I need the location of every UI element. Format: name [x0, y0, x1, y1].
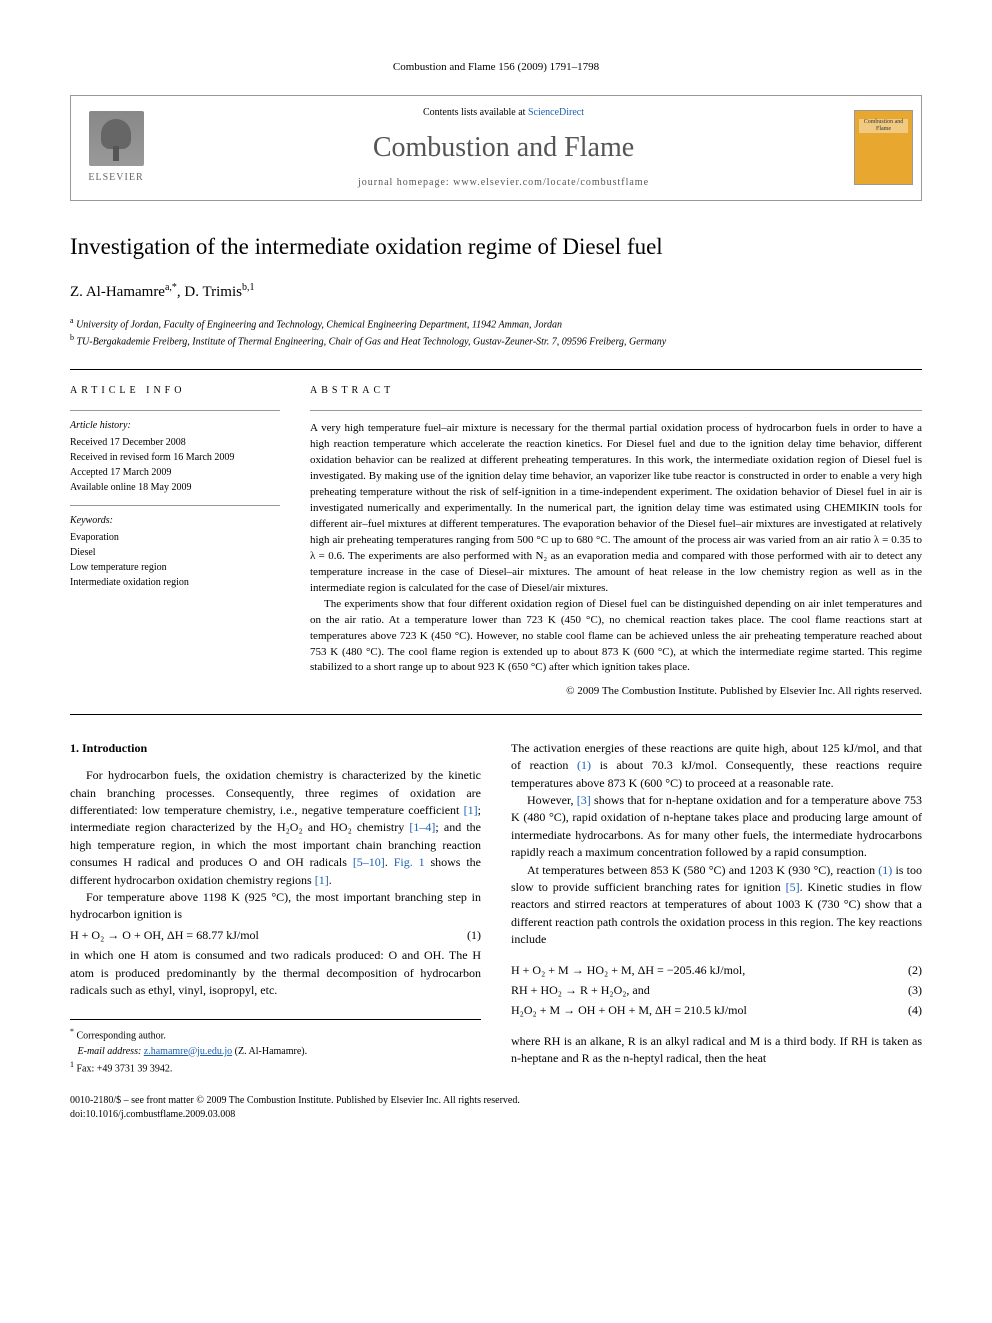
cover-title: Combustion and Flame — [859, 119, 908, 132]
footnote-corr: * Corresponding author. — [70, 1026, 481, 1043]
affil-a-sup: a — [70, 316, 74, 325]
affil-b-text: TU-Bergakademie Freiberg, Institute of T… — [77, 336, 667, 347]
keyword-4: Intermediate oxidation region — [70, 575, 280, 590]
right-column: The activation energies of these reactio… — [511, 740, 922, 1076]
eq3-body: RH + HO₂ → R + H₂O₂, and — [511, 982, 892, 999]
ref-link[interactable]: [1–4] — [409, 820, 435, 834]
left-column: 1. Introduction For hydrocarbon fuels, t… — [70, 740, 481, 1076]
equation-1: H + O₂ → O + OH, ΔH = 68.77 kJ/mol (1) — [70, 927, 481, 944]
divider — [310, 410, 922, 411]
abstract-p1: A very high temperature fuel–air mixture… — [310, 421, 922, 596]
contents-available-line: Contents lists available at ScienceDirec… — [171, 106, 836, 120]
affil-a-text: University of Jordan, Faculty of Enginee… — [76, 319, 562, 330]
ref-link[interactable]: [1] — [464, 803, 478, 817]
history-received: Received 17 December 2008 — [70, 435, 280, 450]
right-p2: However, [3] shows that for n-heptane ox… — [511, 792, 922, 862]
affiliation-b: b TU-Bergakademie Freiberg, Institute of… — [70, 332, 922, 349]
fax-text: Fax: +49 3731 39 3942. — [77, 1063, 173, 1074]
ref-link[interactable]: [5–10] — [353, 855, 385, 869]
keyword-1: Evaporation — [70, 530, 280, 545]
fig-link[interactable]: Fig. 1 — [394, 855, 425, 869]
page-container: Combustion and Flame 156 (2009) 1791–179… — [0, 0, 992, 1162]
footnote-fax: 1 Fax: +49 3731 39 3942. — [70, 1059, 481, 1076]
eq1-num: (1) — [451, 927, 481, 944]
right-p1: The activation energies of these reactio… — [511, 740, 922, 792]
journal-cover-block: Combustion and Flame — [846, 96, 921, 199]
eq2-body: H + O₂ + M → HO₂ + M, ΔH = −205.46 kJ/mo… — [511, 962, 892, 979]
author-2-sup: b,1 — [242, 282, 255, 293]
footnote-email: E-mail address: z.hamamre@ju.edu.jo (Z. … — [70, 1044, 481, 1059]
affiliation-a: a University of Jordan, Faculty of Engin… — [70, 315, 922, 332]
email-label: E-mail address: — [78, 1046, 144, 1057]
divider — [70, 410, 280, 411]
ref-link[interactable]: [5] — [786, 880, 800, 894]
equation-2: H + O₂ + M → HO₂ + M, ΔH = −205.46 kJ/mo… — [511, 962, 922, 979]
right-p4: where RH is an alkane, R is an alkyl rad… — [511, 1033, 922, 1068]
elsevier-logo-block: ELSEVIER — [71, 96, 161, 199]
author-2: D. Trimis — [184, 284, 242, 300]
left-p2: For temperature above 1198 K (925 °C), t… — [70, 889, 481, 924]
affiliations: a University of Jordan, Faculty of Engin… — [70, 315, 922, 350]
author-1-sup: a,* — [165, 282, 177, 293]
sciencedirect-link[interactable]: ScienceDirect — [528, 107, 584, 118]
right-p3: At temperatures between 853 K (580 °C) a… — [511, 862, 922, 949]
journal-cover-icon: Combustion and Flame — [854, 110, 913, 185]
authors-line: Z. Al-Hamamrea,*, D. Trimisb,1 — [70, 281, 922, 303]
article-info-col: article info Article history: Received 1… — [70, 384, 280, 699]
eq-ref-link[interactable]: (1) — [577, 758, 591, 772]
homepage-url: www.elsevier.com/locate/combustflame — [453, 177, 649, 188]
journal-homepage-line: journal homepage: www.elsevier.com/locat… — [171, 176, 836, 190]
equation-3: RH + HO₂ → R + H₂O₂, and (3) — [511, 982, 922, 999]
running-header: Combustion and Flame 156 (2009) 1791–179… — [70, 60, 922, 75]
elsevier-label: ELSEVIER — [88, 171, 143, 185]
article-history-label: Article history: — [70, 419, 280, 433]
corr-marker: * — [70, 1027, 74, 1036]
body-columns: 1. Introduction For hydrocarbon fuels, t… — [70, 740, 922, 1076]
keyword-3: Low temperature region — [70, 560, 280, 575]
abstract-heading: abstract — [310, 384, 922, 398]
corr-text: Corresponding author. — [77, 1031, 166, 1042]
ref-link[interactable]: [1] — [315, 873, 329, 887]
history-accepted: Accepted 17 March 2009 — [70, 465, 280, 480]
divider — [70, 505, 280, 506]
abstract-copyright: © 2009 The Combustion Institute. Publish… — [310, 684, 922, 699]
homepage-prefix: journal homepage: — [358, 177, 453, 188]
footer-line1: 0010-2180/$ – see front matter © 2009 Th… — [70, 1094, 922, 1108]
keywords-label: Keywords: — [70, 514, 280, 528]
history-revised: Received in revised form 16 March 2009 — [70, 450, 280, 465]
fax-marker: 1 — [70, 1060, 74, 1069]
elsevier-tree-icon — [89, 111, 144, 166]
affil-b-sup: b — [70, 333, 74, 342]
article-info-heading: article info — [70, 384, 280, 398]
left-p3: in which one H atom is consumed and two … — [70, 947, 481, 999]
email-paren: (Z. Al-Hamamre). — [232, 1046, 307, 1057]
abstract-p2: The experiments show that four different… — [310, 597, 922, 677]
info-abstract-row: article info Article history: Received 1… — [70, 369, 922, 714]
page-footer: 0010-2180/$ – see front matter © 2009 Th… — [70, 1094, 922, 1122]
abstract-text: A very high temperature fuel–air mixture… — [310, 421, 922, 676]
footer-line2: doi:10.1016/j.combustflame.2009.03.008 — [70, 1108, 922, 1122]
keyword-2: Diesel — [70, 545, 280, 560]
header-center: Contents lists available at ScienceDirec… — [161, 96, 846, 199]
equation-4: H₂O₂ + M → OH + OH + M, ΔH = 210.5 kJ/mo… — [511, 1002, 922, 1019]
author-1: Z. Al-Hamamre — [70, 284, 165, 300]
history-online: Available online 18 May 2009 — [70, 480, 280, 495]
eq4-body: H₂O₂ + M → OH + OH + M, ΔH = 210.5 kJ/mo… — [511, 1002, 892, 1019]
eq4-num: (4) — [892, 1002, 922, 1019]
abstract-col: abstract A very high temperature fuel–ai… — [310, 384, 922, 699]
ref-link[interactable]: [3] — [577, 793, 591, 807]
eq2-num: (2) — [892, 962, 922, 979]
section-1-heading: 1. Introduction — [70, 740, 481, 757]
journal-header-box: ELSEVIER Contents lists available at Sci… — [70, 95, 922, 200]
journal-name: Combustion and Flame — [171, 128, 836, 167]
footnotes: * Corresponding author. E-mail address: … — [70, 1019, 481, 1076]
eq1-body: H + O₂ → O + OH, ΔH = 68.77 kJ/mol — [70, 927, 451, 944]
contents-prefix: Contents lists available at — [423, 107, 528, 118]
article-title: Investigation of the intermediate oxidat… — [70, 231, 922, 263]
eq3-num: (3) — [892, 982, 922, 999]
left-p1: For hydrocarbon fuels, the oxidation che… — [70, 767, 481, 889]
eq-ref-link[interactable]: (1) — [878, 863, 892, 877]
email-link[interactable]: z.hamamre@ju.edu.jo — [144, 1046, 232, 1057]
